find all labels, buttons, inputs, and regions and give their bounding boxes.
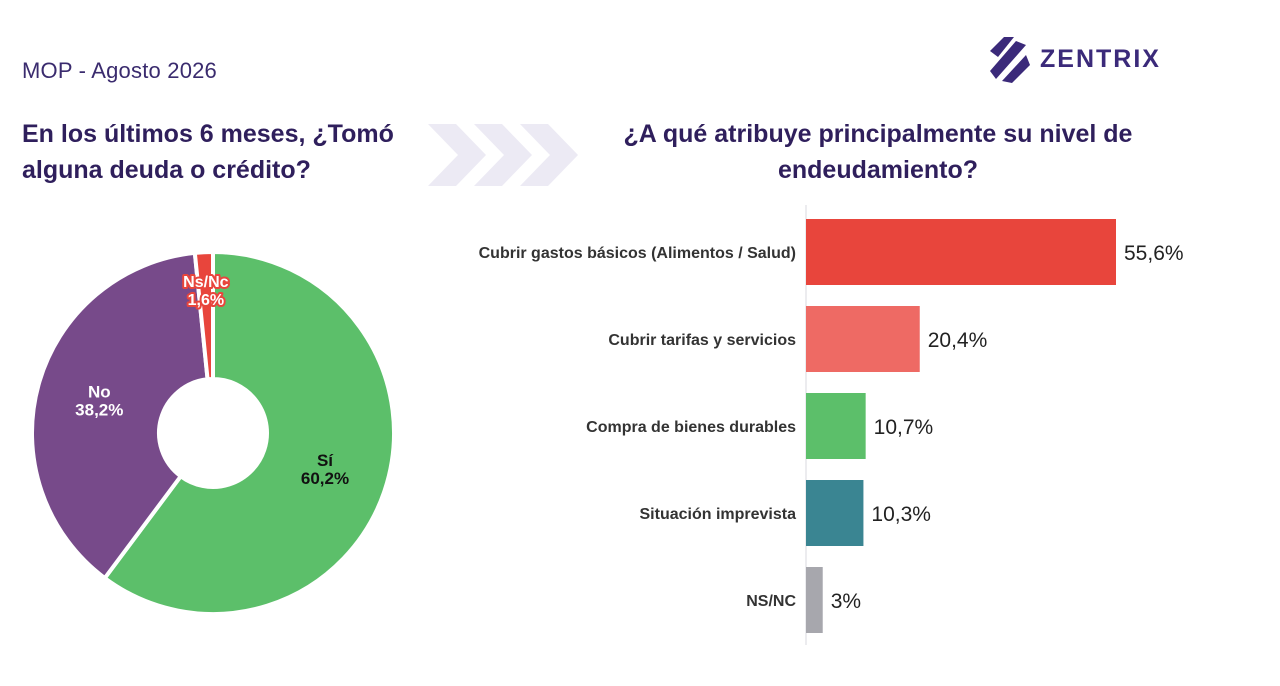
donut-label-s: Sí xyxy=(317,451,334,470)
donut-slice-no xyxy=(30,250,210,581)
bar-value-label-5: 3% xyxy=(831,590,861,613)
bar-2 xyxy=(806,306,920,372)
bar-category-label-1: Cubrir gastos básicos (Alimentos / Salud… xyxy=(479,245,796,262)
donut-chart-title: En los últimos 6 meses, ¿Tomó alguna deu… xyxy=(22,120,394,184)
bar-value-label-2: 20,4% xyxy=(928,329,988,352)
bar-value-label-1: 55,6% xyxy=(1124,242,1184,265)
donut-slice-ns-nc xyxy=(192,249,215,382)
zentrix-logo-icon xyxy=(990,37,1030,83)
bar-category-label-3: Compra de bienes durables xyxy=(586,419,796,436)
bar-3 xyxy=(806,393,866,459)
bar-category-label-4: Situación imprevista xyxy=(640,506,797,523)
donut-label-no: No xyxy=(88,383,111,402)
bar-value-label-4: 10,3% xyxy=(871,503,931,526)
bar-chart: Cubrir gastos básicos (Alimentos / Salud… xyxy=(479,205,1184,645)
donut-label-ns-nc: Ns/Nc xyxy=(183,274,228,291)
bar-5 xyxy=(806,567,823,633)
chevron-arrows-icon xyxy=(428,124,578,186)
logo-text: ZENTRIX xyxy=(1040,44,1161,73)
donut-value-s: 60,2% xyxy=(301,469,349,488)
zentrix-logo: ZENTRIX xyxy=(990,34,1161,84)
donut-value-ns-nc: 1,6% xyxy=(188,292,224,309)
bar-4 xyxy=(806,480,864,546)
bar-1 xyxy=(806,219,1116,285)
donut-slice-s xyxy=(101,249,396,616)
survey-source: MOP - Agosto 2026 xyxy=(22,58,217,83)
bar-value-label-3: 10,7% xyxy=(874,416,934,439)
bar-category-label-5: NS/NC xyxy=(746,593,796,610)
donut-value-no: 38,2% xyxy=(75,401,123,420)
bar-category-label-2: Cubrir tarifas y servicios xyxy=(608,332,796,349)
bar-chart-title: ¿A qué atribuye principalmente su nivel … xyxy=(623,120,1133,184)
